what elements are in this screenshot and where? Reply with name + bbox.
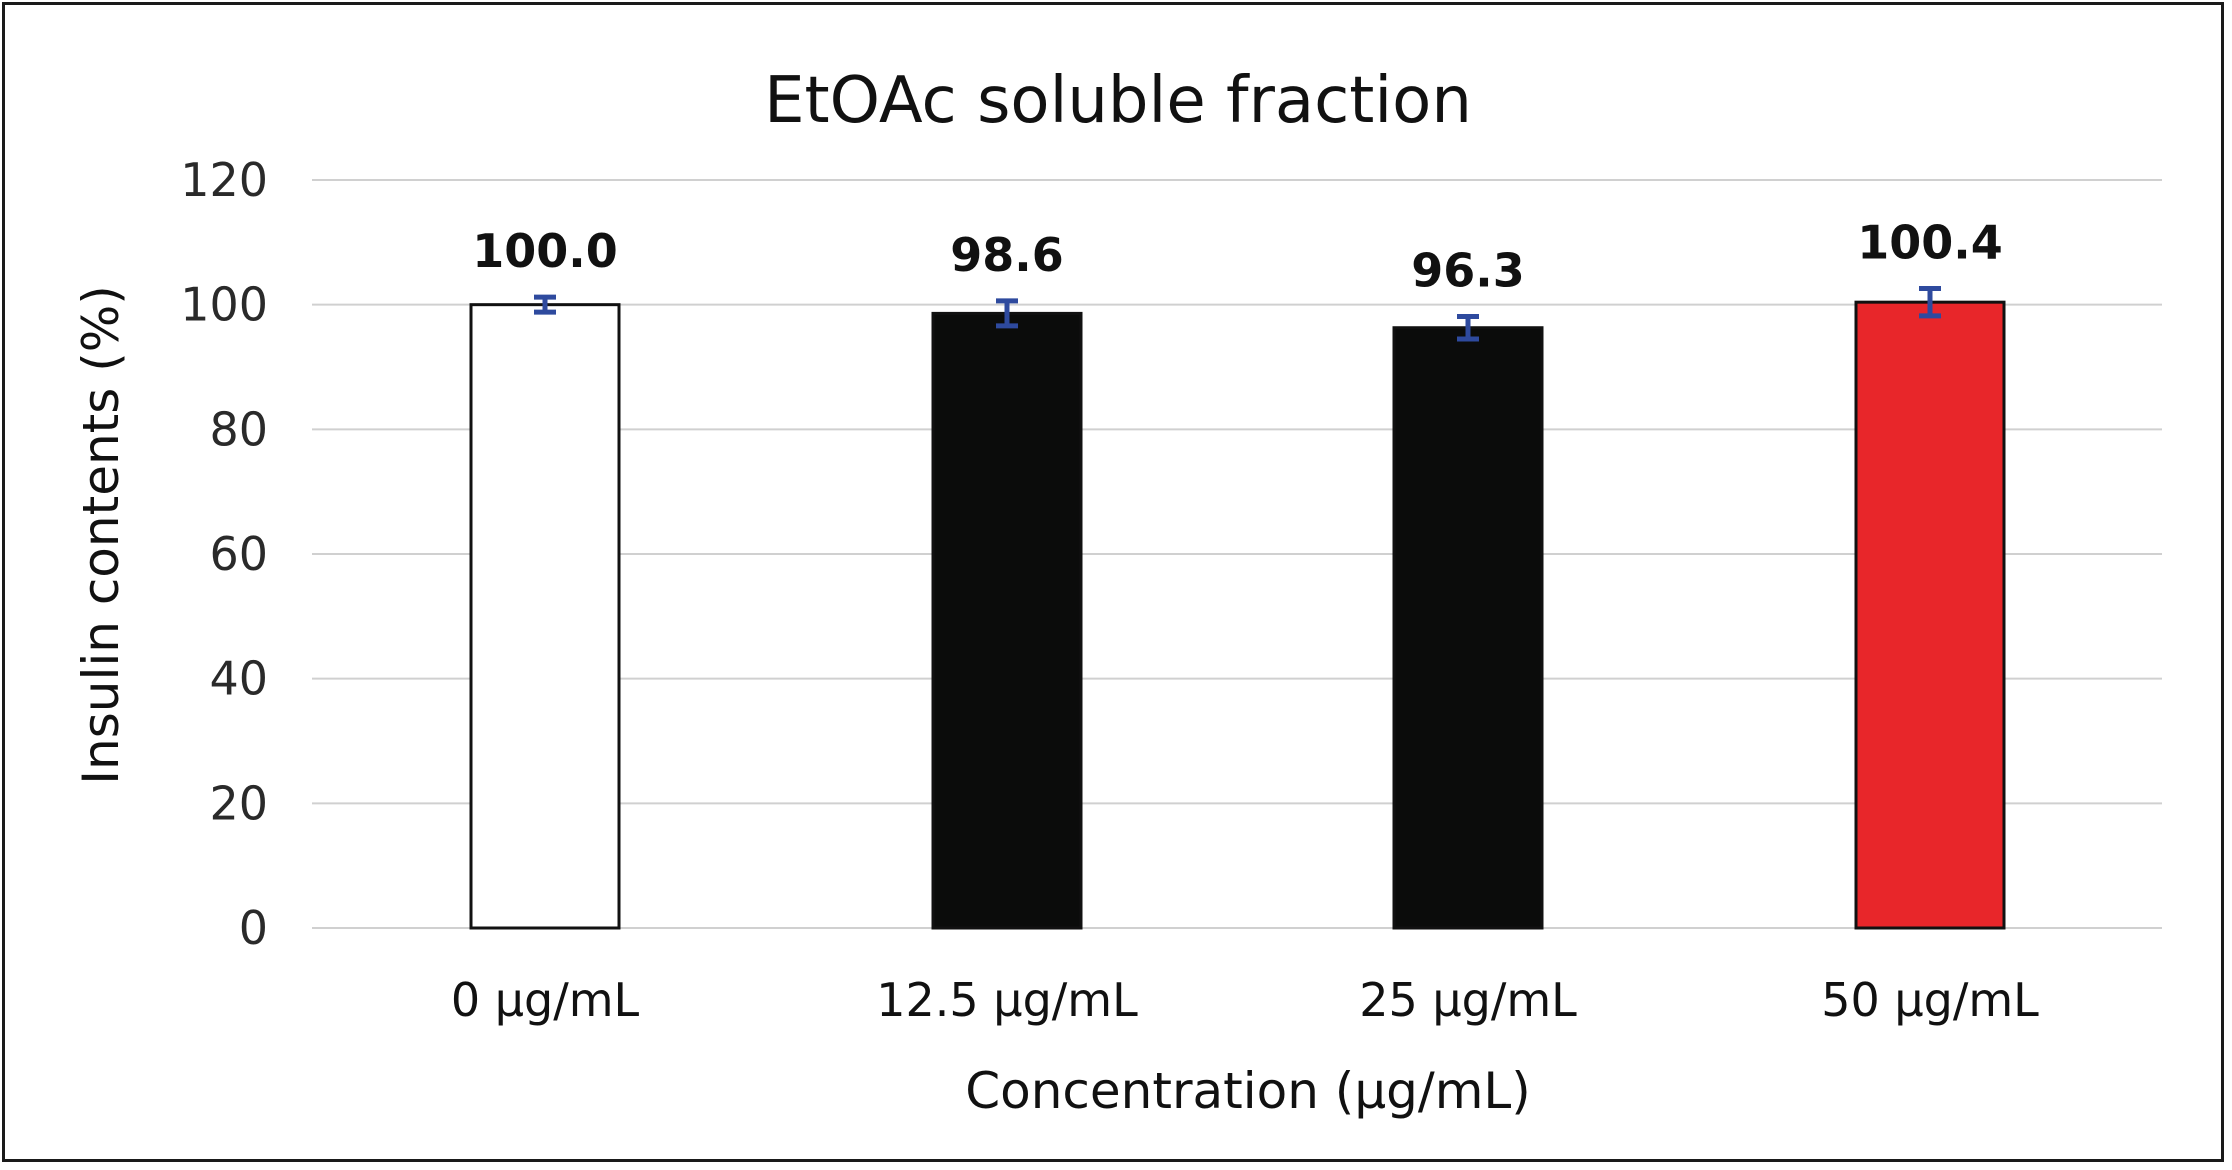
x-tick-label: 50 μg/mL [1821,973,2039,1027]
chart-title: EtOAc soluble fraction [764,64,1472,138]
y-axis-ticks: 0 20 40 60 80 100 120 [180,153,268,955]
bar [931,311,1083,930]
bar [469,303,621,930]
bar [1392,326,1544,930]
data-label: 100.0 [472,224,618,278]
x-tick-label: 0 μg/mL [451,973,640,1027]
y-tick-label: 0 [239,901,268,955]
x-tick-label: 25 μg/mL [1359,973,1577,1027]
y-tick-label: 80 [209,402,268,456]
y-tick-label: 100 [180,278,268,332]
data-labels: 100.0 98.6 96.3 100.4 [472,215,2003,297]
y-axis-label: Insulin contents (%) [72,285,130,784]
error-bar [534,294,556,315]
data-label: 100.4 [1857,215,2003,269]
y-tick-label: 40 [209,652,268,706]
data-label: 98.6 [950,228,1064,282]
bars [469,300,2006,930]
y-tick-label: 20 [209,776,268,830]
error-bars [534,285,1941,342]
x-tick-label: 12.5 μg/mL [876,973,1138,1027]
x-axis-categories: 0 μg/mL 12.5 μg/mL 25 μg/mL 50 μg/mL [451,973,2039,1027]
error-bar [996,298,1018,329]
error-bar [1457,314,1479,342]
x-axis-label: Concentration (μg/mL) [965,1062,1531,1120]
error-bar [1919,285,1941,319]
bar [1854,300,2006,930]
y-tick-label: 60 [209,527,268,581]
data-label: 96.3 [1411,244,1525,298]
y-tick-label: 120 [180,153,268,207]
